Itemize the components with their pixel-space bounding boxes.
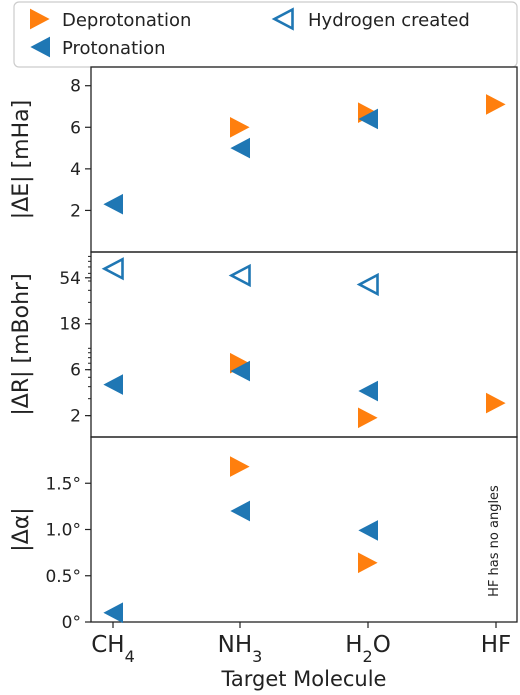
annotation-2: HF has no angles — [487, 485, 502, 597]
panel-frame-1 — [90, 251, 518, 438]
panel-2: 0° 0.5° 1.0° 1.5° |Δα| HF has no angles — [9, 436, 518, 633]
point-1-0-2 — [356, 272, 379, 297]
point-1-1-3 — [486, 392, 506, 414]
point-2-1-2 — [358, 520, 378, 541]
x-tick-label-1: NH3 — [218, 632, 263, 666]
legend-marker-2 — [30, 36, 50, 58]
panel-0: 2 4 6 8 |ΔE| [mHa] — [9, 66, 518, 253]
legend-label-0: Deprotonation — [62, 10, 191, 31]
y-tick-label-2-3: 1.5° — [45, 474, 81, 494]
y-tick-label-1-2: 18 — [59, 315, 81, 335]
y-tick-label-2-2: 1.0° — [45, 521, 81, 541]
y-tick-label-0-1: 4 — [70, 160, 81, 180]
point-2-0-2 — [358, 552, 378, 574]
panel-1: 2 6 18 54 |ΔR| [mBohr] — [9, 251, 518, 438]
point-0-1-2 — [358, 108, 378, 130]
y-axis-label-0: |ΔE| [mHa] — [9, 100, 34, 219]
y-tick-label-1-3: 54 — [59, 269, 81, 289]
x-axis-label: Target Molecule — [221, 667, 387, 691]
y-tick-label-0-2: 6 — [70, 118, 81, 138]
point-0-1-0 — [103, 193, 123, 215]
legend-label-1: Hydrogen created — [308, 10, 470, 31]
panel-frame-0 — [90, 66, 518, 253]
y-tick-label-2-1: 0.5° — [45, 567, 81, 587]
panel-frame-2 — [90, 436, 518, 623]
legend: Deprotonation Hydrogen created Protonation — [13, 1, 518, 68]
y-axis-label-2: |Δα| — [9, 507, 34, 551]
point-1-0-1 — [228, 263, 251, 288]
y-tick-label-0-3: 8 — [70, 77, 81, 97]
legend-label-2: Protonation — [62, 38, 166, 59]
legend-marker-0 — [30, 8, 50, 30]
legend-marker-1 — [271, 7, 294, 31]
point-1-2-2 — [358, 380, 378, 402]
point-2-0-1 — [230, 456, 250, 477]
point-1-2-1 — [230, 360, 250, 382]
y-tick-label-2-0: 0° — [62, 613, 81, 633]
y-tick-label-1-1: 6 — [70, 361, 81, 381]
x-tick-label-2: H2O — [345, 632, 391, 666]
x-tick-label-3: HF — [481, 632, 512, 658]
y-tick-label-0-0: 2 — [70, 201, 81, 221]
point-1-1-2 — [358, 407, 378, 429]
y-axis-label-1: |ΔR| [mBohr] — [9, 273, 34, 415]
x-axis: CH4 NH3 H2O HF Target Molecule — [91, 622, 511, 691]
point-0-0-3 — [486, 94, 506, 115]
y-tick-label-1-0: 2 — [70, 407, 81, 427]
x-tick-label-0: CH4 — [91, 632, 135, 666]
point-1-0-0 — [101, 257, 124, 281]
point-1-2-0 — [103, 374, 123, 395]
point-0-1-1 — [230, 137, 250, 159]
point-2-1-1 — [230, 500, 250, 522]
point-0-0-1 — [230, 116, 250, 138]
point-2-1-0 — [103, 602, 123, 624]
